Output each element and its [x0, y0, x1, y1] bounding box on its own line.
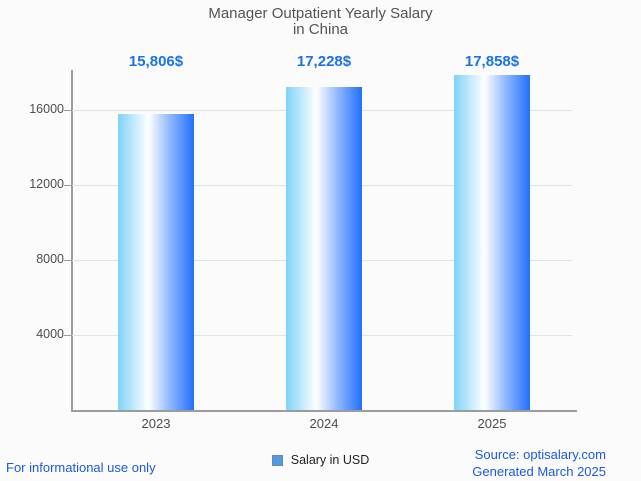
bar — [286, 86, 362, 410]
y-tick-label: 12000 — [29, 177, 64, 191]
x-axis-category-label: 2023 — [141, 416, 171, 431]
y-tick-label: 16000 — [29, 102, 64, 116]
chart-title: Manager Outpatient Yearly Salary in Chin… — [0, 6, 641, 38]
y-tick-mark — [64, 184, 72, 186]
bar-value-label: 15,806$ — [128, 53, 184, 70]
legend-swatch-icon — [271, 454, 283, 466]
bar — [118, 113, 194, 410]
legend-label: Salary in USD — [290, 453, 370, 467]
bar — [454, 75, 530, 410]
chart-title-line1: Manager Outpatient Yearly Salary — [208, 5, 433, 22]
y-tick-mark — [64, 109, 72, 111]
x-axis-category-label: 2025 — [477, 416, 507, 431]
chart-title-line2: in China — [292, 21, 349, 38]
y-tick-mark — [64, 259, 72, 261]
bar-value-label: 17,858$ — [464, 53, 520, 70]
source-block: Source: optisalary.com Generated March 2… — [472, 447, 606, 480]
x-axis-line — [71, 410, 577, 412]
x-axis-category-label: 2024 — [309, 416, 339, 431]
source-link[interactable]: Source: optisalary.com — [474, 447, 606, 462]
y-tick-label: 4000 — [36, 327, 64, 341]
y-axis-line — [71, 70, 73, 411]
legend: Salary in USD — [0, 452, 641, 468]
y-tick-mark — [64, 334, 72, 336]
y-tick-label: 8000 — [36, 252, 64, 266]
bar-value-label: 17,228$ — [296, 53, 352, 70]
disclaimer-text: For informational use only — [6, 460, 156, 475]
generated-date: Generated March 2025 — [472, 463, 606, 479]
